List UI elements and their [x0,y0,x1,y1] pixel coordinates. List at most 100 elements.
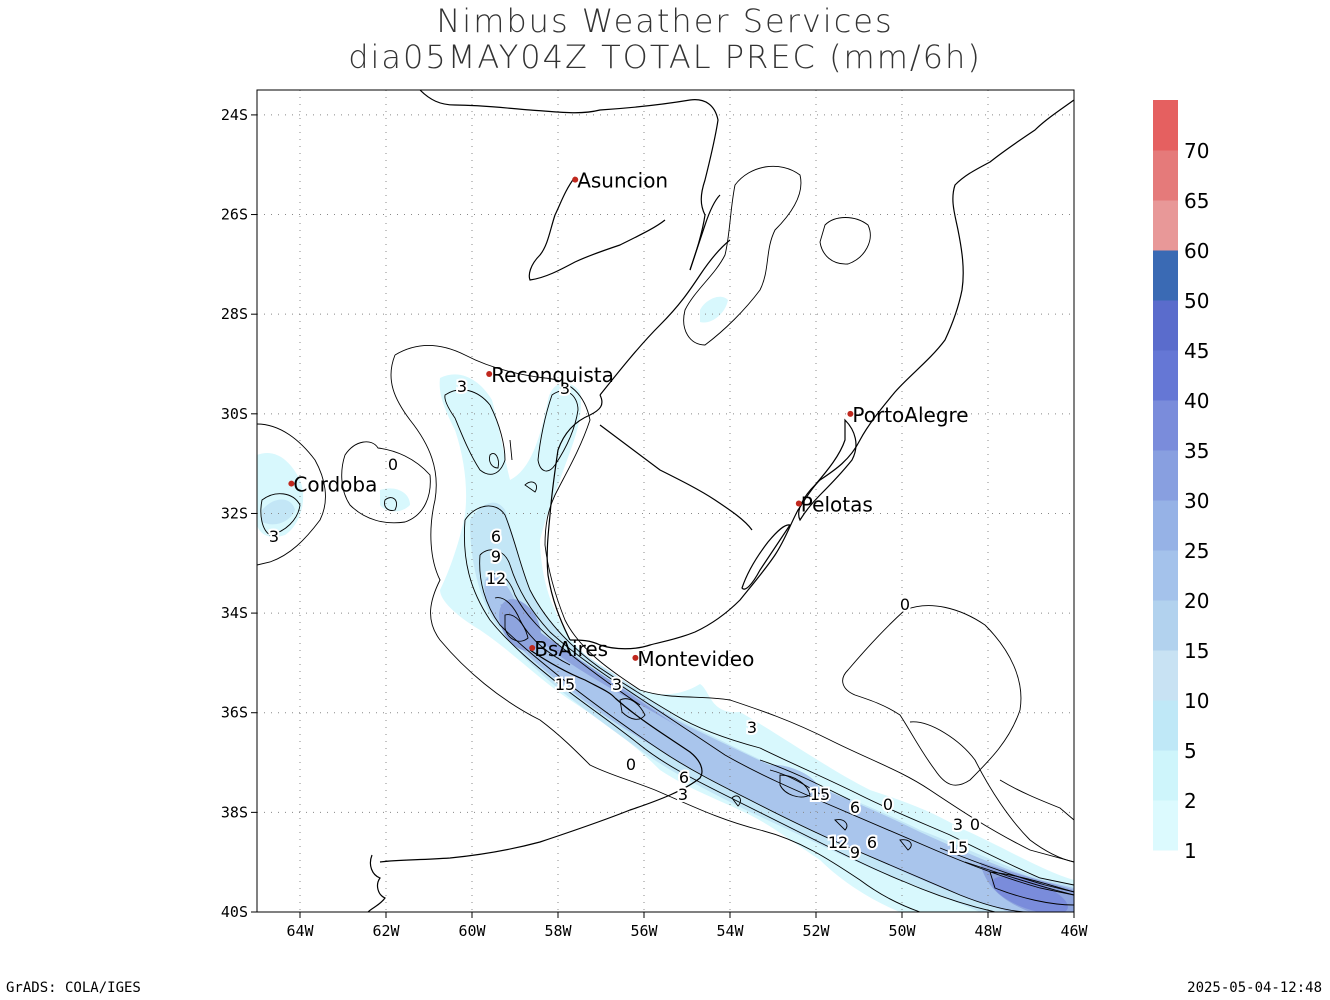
city-marker-dot [572,176,579,183]
paraguay-river [528,176,666,281]
contour-local-4 [509,439,537,493]
colorbar-level-label: 50 [1184,289,1209,313]
colorbar-level-label: 60 [1184,239,1209,263]
contour-3-cordoba [260,493,301,536]
colorbar-level-label: 25 [1184,539,1209,563]
contour-9 [489,573,1074,893]
rio-de-la-plata-north [546,514,571,641]
contour-label: 15 [948,838,968,857]
lon-tick-label: 48W [974,922,1002,940]
colorbar-level-label: 20 [1184,589,1209,613]
contour-label-halo: 3 [269,527,279,546]
contour-label-halo: 3 [678,785,688,804]
lon-tick-label: 52W [802,922,830,940]
city-label: Reconquista [491,363,614,387]
contour-label: 12 [486,569,506,588]
contour-0-southeast [999,779,1074,821]
contour-0-east-2 [909,721,1074,863]
contour-label-halo: 15 [948,838,968,857]
map-grid [257,90,1074,912]
colorbar-band [1153,200,1178,251]
contour-3-main-south [464,519,996,912]
contour-label-halo: 3 [953,815,963,834]
city-marker-dot [847,410,854,417]
city-label: BsAires [534,637,608,661]
contour-local-3 [489,453,499,469]
lat-tick-label: 36S [221,704,248,722]
lat-tick-label: 40S [221,903,248,921]
contour-label: 9 [491,547,501,566]
contour-label-halo: 6 [867,833,877,852]
city-marker-dot [795,500,802,507]
contour-label-halo: 9 [850,843,860,862]
footer-credit: GrADS: COLA/IGES [6,980,141,996]
colorbar-level-label: 30 [1184,489,1209,513]
contour-label: 6 [679,768,689,787]
city-marker-dot [288,480,295,487]
shade-core-2 [992,876,1068,912]
argentina-brazil-border [599,239,731,396]
contour-label: 3 [612,675,622,694]
valdes-peninsula [367,854,386,912]
lon-tick-label: 62W [372,922,400,940]
coastlines-borders [367,90,1074,912]
contour-label-halo: 6 [679,768,689,787]
colorbar-band [1153,400,1178,451]
colorbar-band [1153,100,1178,151]
lat-tick-label: 26S [221,206,248,224]
uruguay-brazil-border [599,424,753,531]
lon-tick-label: 56W [630,922,658,940]
contour-local-5 [384,497,397,511]
contour-label: 0 [900,595,910,614]
contour-label: 6 [867,833,877,852]
map-frame [256,89,1075,913]
city-label: Pelotas [801,492,873,516]
colorbar-band [1153,750,1178,801]
paraguay-border [419,90,719,271]
colorbar-band [1153,700,1178,751]
contour-label-halo: 12 [828,833,848,852]
uruguay-border-west [549,394,603,516]
colorbar-level-label: 10 [1184,689,1209,713]
precipitation-contours [257,165,1074,912]
contour-label-halo: 0 [626,755,636,774]
lon-tick-label: 60W [458,922,486,940]
lat-tick-label: 28S [221,305,248,323]
lat-tick-label: 30S [221,405,248,423]
contour-label-halo: 12 [486,569,506,588]
lat-tick-label: 34S [221,604,248,622]
city-marker-dot [529,644,536,651]
contour-0-62w [341,441,431,524]
colorbar-level-label: 15 [1184,639,1209,663]
lon-tick-label: 64W [286,922,314,940]
colorbar-band [1153,600,1178,651]
contour-0-west [390,354,921,912]
contour-label-halo: 3 [560,379,570,398]
colorbar-level-label: 2 [1184,789,1197,813]
colorbar-band [1153,800,1178,851]
colorbar-band [1153,350,1178,401]
contour-label: 3 [747,718,757,737]
colorbar-level-label: 40 [1184,389,1209,413]
contour-label-halo: 6 [850,798,860,817]
contour-label: 15 [810,785,830,804]
colorbar-level-label: 70 [1184,139,1209,163]
colorbar-level-label: 35 [1184,439,1209,463]
lon-tick-label: 50W [888,922,916,940]
city-label: PortoAlegre [852,403,968,427]
contour-label-halo: 15 [555,675,575,694]
contour-label-halo: 0 [388,455,398,474]
colorbar-band [1153,150,1178,201]
contour-label-halo: 15 [810,785,830,804]
contour-label: 6 [491,527,501,546]
contour-label: 3 [560,379,570,398]
parana-river [689,194,721,271]
contour-label: 15 [555,675,575,694]
contour-label-halo: 9 [491,547,501,566]
contour-0-north-2 [819,217,871,265]
contour-label: 0 [626,755,636,774]
shade-patch-cordoba-inner [262,499,295,525]
contour-local-2 [834,819,912,851]
contour-label-halo: 6 [491,527,501,546]
